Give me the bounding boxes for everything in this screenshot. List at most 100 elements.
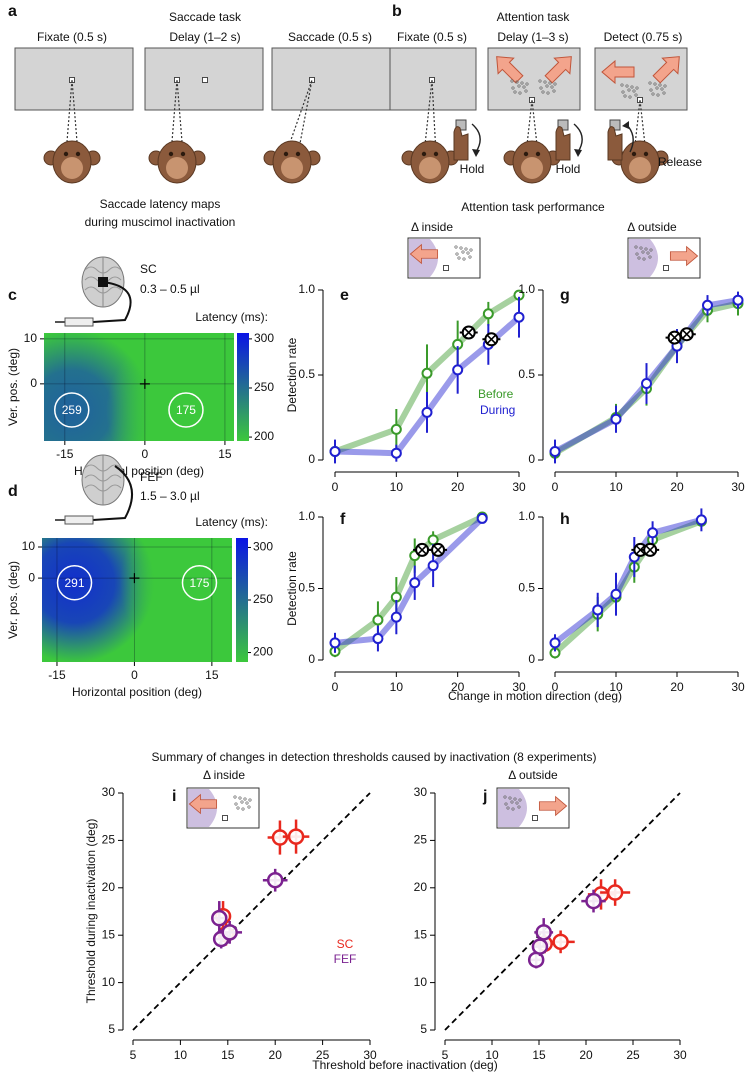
- heading: Attention task performance: [461, 200, 605, 214]
- x-tick-label: -15: [48, 668, 66, 682]
- monkey-eye: [523, 151, 529, 157]
- x-tick-label: 10: [390, 480, 404, 494]
- panel-label: j: [482, 788, 487, 805]
- y-tick-label: 0: [308, 652, 315, 666]
- legend-label: During: [480, 403, 515, 417]
- monkey-face: [521, 157, 543, 179]
- monkey-eye: [168, 151, 174, 157]
- motion-dot: [658, 83, 662, 87]
- heading: Saccade latency maps: [100, 197, 221, 211]
- y-tick-label: 30: [414, 785, 428, 799]
- monkey-eye: [643, 151, 649, 157]
- motion-dot: [513, 797, 517, 801]
- heatmap-field: [42, 538, 232, 662]
- colorbar-tick-label: 250: [253, 592, 273, 606]
- motion-dot: [623, 94, 627, 98]
- motion-dot: [630, 85, 634, 89]
- x-tick-label: 5: [130, 1048, 137, 1062]
- hand-label: Hold: [556, 162, 581, 176]
- motion-arrow: [538, 795, 568, 817]
- monkey-eye: [63, 151, 69, 157]
- data-point: [390, 423, 402, 435]
- target-ring: [56, 565, 93, 601]
- motion-dot: [637, 256, 641, 260]
- data-point: [585, 892, 602, 910]
- threshold-cross: [645, 545, 655, 555]
- motion-dot: [649, 88, 653, 92]
- motion-dot: [632, 89, 636, 93]
- motion-arrow: [188, 793, 218, 815]
- data-point: [427, 560, 439, 572]
- step-label: Fixate (0.5 s): [397, 30, 467, 44]
- data-point: [606, 884, 624, 901]
- y-tick-label: 10: [24, 331, 38, 345]
- data-point: [390, 447, 402, 459]
- data-point: [552, 933, 569, 951]
- data-point: [592, 604, 604, 616]
- y-tick-label: 20: [102, 880, 116, 894]
- panel-label: a: [8, 3, 17, 20]
- y-tick-label: 15: [414, 927, 428, 941]
- colorbar: [237, 333, 249, 441]
- latency-label: 175: [176, 403, 196, 417]
- y-axis-label: Ver. pos. (deg): [6, 561, 20, 639]
- data-point: [287, 828, 305, 845]
- motion-dot: [241, 807, 245, 811]
- threshold-cross: [682, 329, 692, 339]
- step-label: Fixate (0.5 s): [37, 30, 107, 44]
- motion-dot: [525, 82, 529, 86]
- inset-label: Δ outside: [508, 768, 558, 782]
- monkey-eye: [180, 151, 186, 157]
- latency-blob: [119, 538, 232, 662]
- motion-arrow: [544, 56, 572, 84]
- panel-label: h: [560, 511, 570, 528]
- legend-label: SC: [337, 937, 354, 951]
- motion-dot: [513, 90, 517, 94]
- x-tick-label: 5: [442, 1048, 449, 1062]
- x-tick-label: 30: [731, 480, 745, 494]
- motion-arrow: [496, 56, 524, 84]
- data-point: [695, 514, 707, 526]
- fixation-point: [222, 815, 228, 821]
- motion-dot: [649, 248, 653, 252]
- volume-label: 0.3 – 0.5 µl: [140, 282, 200, 296]
- monkey-face: [61, 157, 83, 179]
- motion-dot: [546, 91, 550, 95]
- motion-dot: [506, 806, 510, 810]
- colorbar-tick-label: 300: [253, 540, 273, 554]
- data-point: [702, 299, 713, 311]
- fixation-point: [443, 265, 449, 271]
- y-tick-label: 0: [308, 452, 315, 466]
- y-tick-label: 0: [30, 376, 37, 390]
- threshold-cross: [464, 327, 474, 338]
- panel-title: Saccade task: [169, 10, 242, 24]
- y-tick-label: 0.5: [298, 581, 315, 595]
- motion-dot: [548, 81, 552, 85]
- y-tick-label: 5: [420, 1022, 427, 1036]
- y-tick-label: 25: [414, 833, 428, 847]
- y-tick-label: 30: [102, 785, 116, 799]
- motion-dot: [539, 86, 543, 90]
- data-point: [732, 294, 744, 306]
- data-point: [329, 637, 341, 649]
- y-tick-label: 1.0: [298, 282, 315, 296]
- x-tick-label: 15: [218, 447, 232, 461]
- brain-gyrus: [84, 474, 122, 482]
- data-point: [476, 512, 488, 524]
- target-ring: [181, 565, 218, 601]
- panel-title: Attention task: [497, 10, 571, 24]
- fit-curve: [333, 514, 484, 654]
- step-label: Detect (0.75 s): [604, 30, 683, 44]
- motion-dot: [656, 93, 660, 97]
- monkey-icon: [43, 140, 101, 184]
- monkey-eye: [283, 151, 289, 157]
- motion-dot: [455, 252, 459, 256]
- motion-dot: [653, 82, 657, 86]
- identity-line: [444, 792, 681, 1031]
- origin-cross: [139, 378, 150, 389]
- data-point: [421, 406, 433, 418]
- data-point: [452, 364, 464, 376]
- threshold-cross: [433, 545, 443, 555]
- motion-dot: [635, 252, 639, 256]
- heading: Δ outside: [627, 220, 677, 234]
